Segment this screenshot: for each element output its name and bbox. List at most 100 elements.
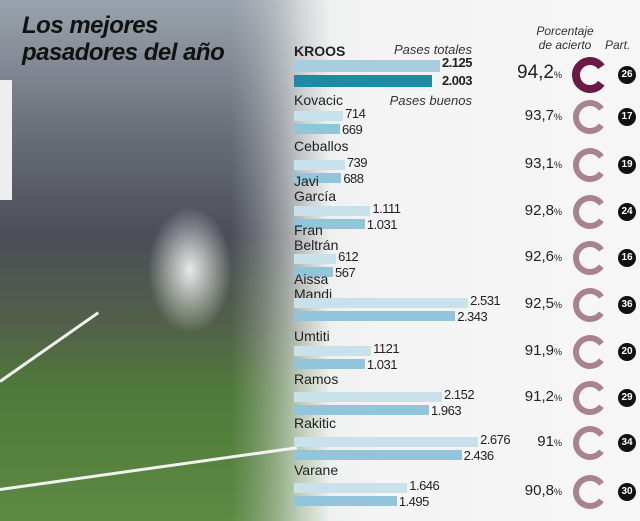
value-total: 739 [346, 155, 368, 170]
legend-total: Pases totales [393, 42, 472, 57]
value-good: 1.963 [431, 403, 462, 418]
bar-total [294, 392, 443, 402]
accuracy-value: 92,5 [524, 295, 554, 312]
accuracy-ring-icon [572, 425, 608, 466]
bar-good [294, 405, 430, 415]
matches-badge: 20 [618, 343, 636, 361]
bar-total [294, 111, 344, 121]
accuracy-ring-icon [572, 147, 608, 188]
player-name: Varane [294, 462, 339, 478]
value-good: 2.343 [457, 309, 488, 324]
ring-arc [573, 475, 607, 509]
value-total: 2.152 [444, 387, 475, 402]
accuracy-pct: 93,7% [492, 107, 562, 124]
value-good: 669 [342, 122, 363, 137]
value-total: 1.646 [409, 478, 440, 493]
ring-arc [573, 335, 607, 369]
legend-pct: Porcentaje de acierto [530, 24, 600, 52]
ring-arc [573, 241, 607, 275]
bar-total [294, 160, 345, 170]
matches-badge: 24 [618, 203, 636, 221]
bar-good [294, 267, 333, 277]
accuracy-value: 91,2 [524, 388, 554, 405]
pct-header-1: Porcentaje [536, 24, 594, 38]
matches-header: Part. [605, 38, 631, 52]
value-total: 2.676 [480, 432, 511, 447]
accuracy-pct: 91,9% [492, 342, 562, 359]
matches-badge: 17 [618, 108, 636, 126]
percent-sign: % [553, 207, 562, 217]
accuracy-ring-icon [572, 287, 608, 328]
ring-arc [572, 57, 608, 93]
accuracy-value: 94,2 [517, 62, 554, 83]
bar-good [294, 311, 456, 321]
accuracy-ring-icon [572, 474, 608, 515]
matches-badge: 26 [618, 66, 636, 84]
accuracy-pct: 92,8% [492, 202, 562, 219]
value-total: 1.111 [372, 201, 401, 216]
bar-total [294, 346, 372, 356]
accuracy-pct: 91% [492, 433, 562, 450]
value-good: 1.031 [366, 217, 398, 232]
player-name: Fran Beltrán [294, 222, 339, 253]
accuracy-ring-icon [572, 240, 608, 281]
matches-badge: 34 [618, 434, 636, 452]
accuracy-value: 91 [537, 433, 554, 450]
value-total: 612 [338, 249, 359, 264]
legend-good: Pases buenos [389, 93, 472, 108]
value-good: 2.436 [463, 448, 495, 463]
matches-badge: 19 [618, 156, 636, 174]
value-total: 2.125 [441, 55, 473, 70]
bar-good [294, 124, 341, 134]
percent-sign: % [553, 347, 562, 357]
accuracy-pct: 90,8% [492, 482, 562, 499]
bar-good [294, 173, 342, 183]
player-name: KROOS [294, 43, 346, 59]
bar-good [294, 359, 365, 369]
bar-good [294, 496, 397, 506]
ring-arc [573, 100, 607, 134]
accuracy-pct: 94,2% [492, 62, 562, 84]
player-photo [0, 0, 330, 521]
accuracy-ring-icon [572, 334, 608, 375]
accuracy-value: 92,8 [524, 202, 554, 219]
value-good: 688 [343, 171, 364, 186]
percent-sign: % [553, 300, 562, 310]
player-name: Ceballos [294, 138, 349, 154]
accuracy-value: 90,8 [524, 482, 554, 499]
bar-total [294, 206, 371, 216]
accuracy-ring-icon [572, 99, 608, 140]
accuracy-value: 93,1 [524, 155, 554, 172]
accuracy-pct: 92,5% [492, 295, 562, 312]
player-name: Kovacic [294, 92, 344, 108]
value-good: 2.003 [441, 73, 473, 88]
title-line-2: pasadores del año [22, 39, 225, 66]
player-name: Ramos [294, 371, 339, 387]
bar-total [294, 298, 469, 308]
matches-badge: 36 [618, 296, 636, 314]
matches-badge: 16 [618, 249, 636, 267]
percent-sign: % [553, 70, 562, 80]
accuracy-value: 91,9 [524, 342, 554, 359]
title-line-1: Los mejores [22, 12, 158, 39]
accuracy-value: 93,7 [524, 107, 554, 124]
percent-sign: % [553, 253, 562, 263]
value-total: 2.531 [470, 293, 501, 308]
matches-badge: 30 [618, 483, 636, 501]
percent-sign: % [553, 112, 562, 122]
percent-sign: % [553, 160, 562, 170]
bar-total [294, 437, 479, 447]
value-total: 714 [345, 106, 366, 121]
value-good: 567 [335, 265, 356, 280]
ring-arc [573, 381, 607, 415]
bar-total [294, 60, 441, 72]
player-name: Umtiti [294, 328, 330, 344]
value-good: 1.495 [398, 494, 430, 509]
pct-header-2: de acierto [538, 38, 592, 52]
accuracy-pct: 91,2% [492, 388, 562, 405]
ring-arc [573, 288, 607, 322]
player-name: Javi García [294, 173, 337, 204]
accuracy-ring-icon [572, 57, 608, 98]
player-name: Aissa Mandi [294, 271, 333, 302]
ring-arc [573, 195, 607, 229]
